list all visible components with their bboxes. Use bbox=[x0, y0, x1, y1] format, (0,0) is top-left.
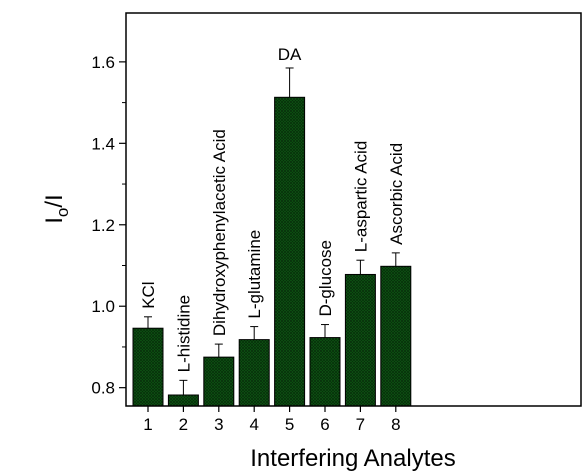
y-tick-label-1.4: 1.4 bbox=[91, 134, 115, 153]
x-tick-label-6: 6 bbox=[320, 415, 329, 434]
bar-8 bbox=[380, 265, 412, 407]
bar-label-2: L-histidine bbox=[174, 295, 193, 373]
y-tick-label-1.0: 1.0 bbox=[91, 297, 115, 316]
bar-label-7: L-aspartic Acid bbox=[351, 141, 370, 253]
x-tick-label-7: 7 bbox=[356, 415, 365, 434]
y-tick-label-0.8: 0.8 bbox=[91, 379, 115, 398]
bar-label-3: Dihydroxyphenylacetic Acid bbox=[210, 129, 229, 336]
x-axis-title: Interfering Analytes bbox=[250, 445, 455, 471]
x-tick-label-8: 8 bbox=[391, 415, 400, 434]
x-tick-label-1: 1 bbox=[143, 415, 152, 434]
x-tick-label-4: 4 bbox=[249, 415, 258, 434]
x-tick-label-2: 2 bbox=[179, 415, 188, 434]
bar-label-5: DA bbox=[278, 45, 302, 64]
y-tick-label-1.6: 1.6 bbox=[91, 53, 115, 72]
bar-label-8: Ascorbic Acid bbox=[387, 143, 406, 245]
x-tick-label-3: 3 bbox=[214, 415, 223, 434]
bar-4 bbox=[238, 339, 270, 407]
y-tick-label-1.2: 1.2 bbox=[91, 216, 115, 235]
bar-2 bbox=[167, 394, 199, 407]
plot-frame bbox=[125, 12, 582, 407]
x-tick-label-5: 5 bbox=[285, 415, 294, 434]
bar-label-6: D-glucose bbox=[316, 240, 335, 317]
bar-6 bbox=[309, 337, 341, 407]
bar-1 bbox=[132, 327, 164, 407]
bar-5 bbox=[274, 96, 306, 407]
y-axis-title: Io/I bbox=[41, 194, 72, 223]
bar-label-4: L-glutamine bbox=[245, 230, 264, 319]
bar-3 bbox=[203, 356, 235, 407]
bar-7 bbox=[344, 273, 376, 407]
bar-label-1: KCl bbox=[139, 281, 158, 308]
